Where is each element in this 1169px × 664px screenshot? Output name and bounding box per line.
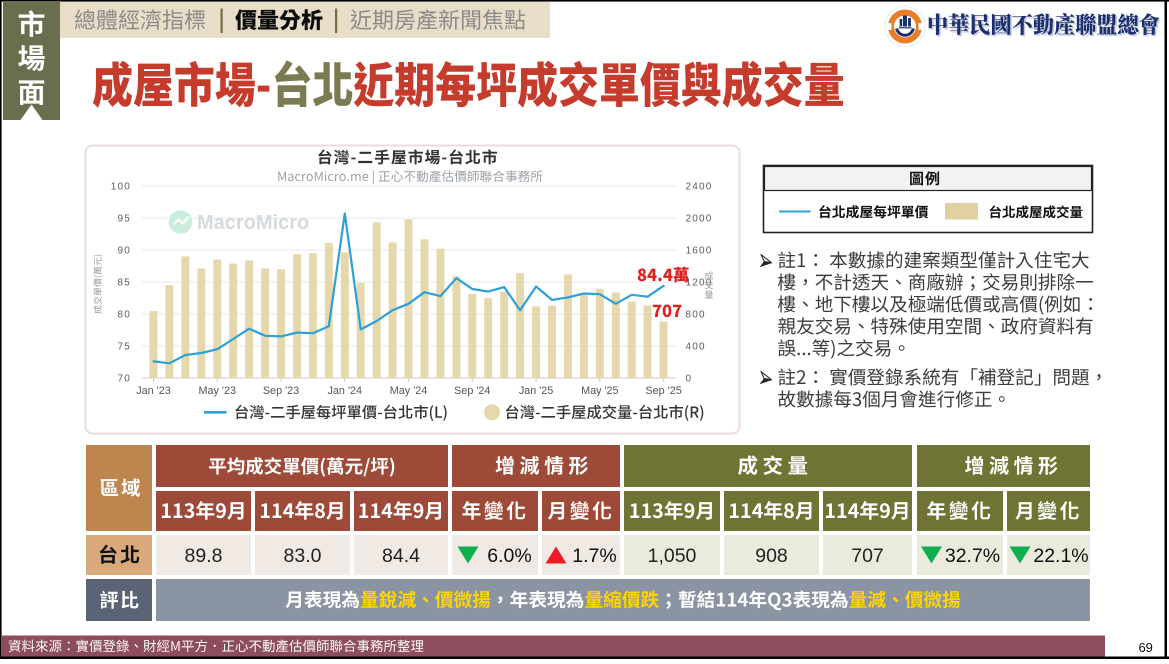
svg-text:800: 800 [686, 310, 706, 321]
svg-text:80: 80 [117, 310, 131, 321]
svg-text:Sep '24: Sep '24 [454, 385, 490, 397]
svg-text:1.7%: 1.7% [572, 545, 616, 567]
svg-text:2000: 2000 [686, 214, 713, 225]
svg-text:84.4: 84.4 [382, 545, 420, 567]
svg-text:0: 0 [686, 374, 693, 385]
svg-text:Jan '25: Jan '25 [519, 385, 553, 397]
svg-text:100: 100 [111, 182, 131, 193]
svg-text:908: 908 [755, 545, 788, 567]
svg-text:May '25: May '25 [581, 385, 618, 397]
svg-text:69: 69 [1138, 640, 1152, 655]
svg-text:83.0: 83.0 [284, 545, 322, 567]
svg-text:Sep '23: Sep '23 [263, 385, 299, 397]
svg-text:89.8: 89.8 [185, 545, 223, 567]
svg-text:1,050: 1,050 [648, 545, 697, 567]
svg-text:707: 707 [851, 545, 884, 567]
svg-text:MacroMicro: MacroMicro [197, 212, 309, 234]
svg-text:90: 90 [117, 246, 131, 257]
svg-text:2400: 2400 [686, 182, 713, 193]
svg-text:22.1%: 22.1% [1033, 545, 1088, 567]
svg-text:Jan '23: Jan '23 [136, 385, 170, 397]
svg-text:May '23: May '23 [199, 385, 236, 397]
svg-text:6.0%: 6.0% [487, 545, 531, 567]
svg-text:75: 75 [117, 342, 131, 353]
svg-text:May '24: May '24 [390, 385, 427, 397]
svg-text:Jan '24: Jan '24 [328, 385, 362, 397]
svg-text:Sep '25: Sep '25 [645, 385, 681, 397]
svg-text:1200: 1200 [686, 278, 713, 289]
svg-text:400: 400 [686, 342, 706, 353]
svg-text:95: 95 [117, 214, 131, 225]
svg-text:85: 85 [117, 278, 131, 289]
svg-text:32.7%: 32.7% [945, 545, 1000, 567]
svg-text:70: 70 [117, 374, 131, 385]
svg-text:1600: 1600 [686, 246, 713, 257]
